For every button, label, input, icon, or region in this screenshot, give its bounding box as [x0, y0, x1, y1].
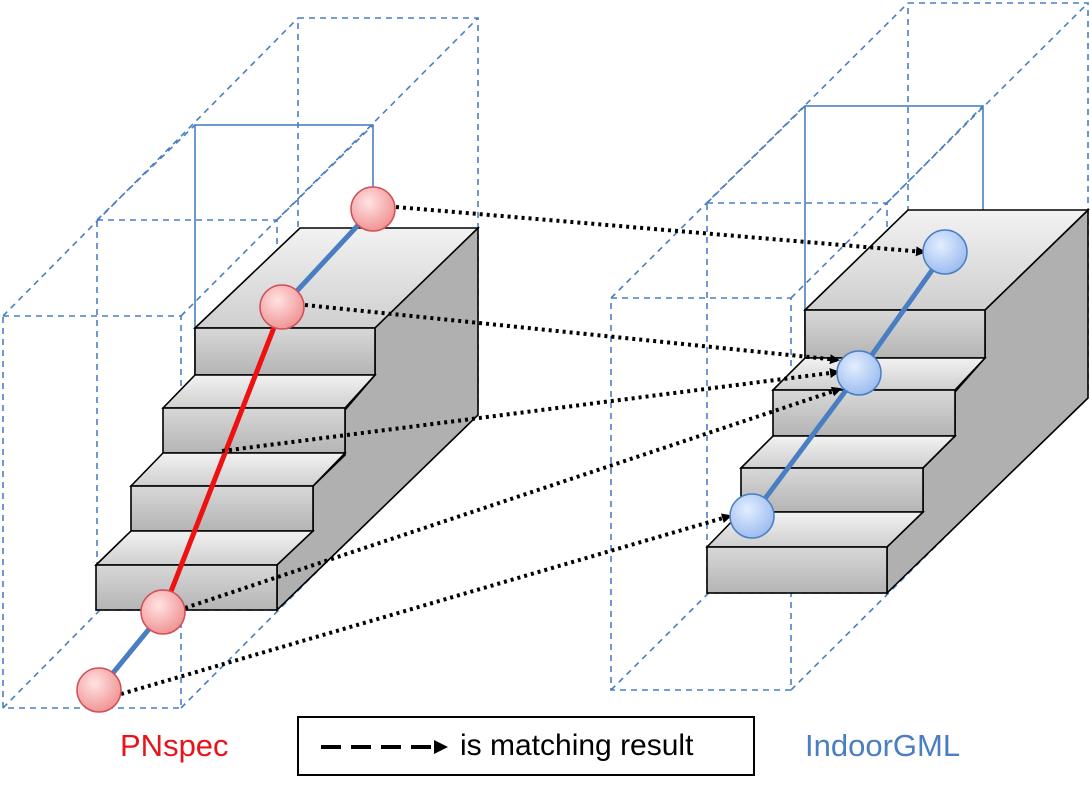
right-stair-landing-front: [804, 309, 986, 359]
legend-text: is matching result: [460, 729, 694, 762]
left-stair-step3-front: [162, 407, 346, 454]
right-stair-step1-front: [706, 546, 888, 594]
right-staircase: [705, 208, 1090, 595]
matching-arrows: [120, 205, 926, 696]
right-graph-edges: [749, 249, 948, 519]
left-graph-nodes: [76, 186, 396, 713]
matching-arrow-4: [184, 386, 842, 610]
left-stair-landing-front: [194, 327, 376, 376]
pnspec-label: PNspec: [120, 728, 229, 763]
right-edge-lower: [749, 370, 862, 519]
right-stair-step3-front: [772, 389, 956, 437]
right-node-bottom: [729, 493, 775, 539]
left-stair-step1-front: [95, 564, 278, 611]
matching-arrow-1: [395, 205, 926, 257]
left-edge-stair: [160, 304, 285, 615]
left-node-upper: [259, 284, 305, 330]
right-edge-upper: [856, 249, 948, 376]
left-stair-step2-top: [129, 452, 347, 487]
right-graph-nodes: [729, 229, 968, 539]
legend-dashed-arrow-icon: [321, 740, 448, 754]
right-node-middle: [836, 350, 882, 396]
indoorgml-label: IndoorGML: [805, 728, 961, 763]
matching-arrow-3: [221, 368, 840, 453]
left-node-top: [350, 186, 396, 232]
left-stair-step1-top: [94, 530, 316, 566]
left-stair-step2-front: [130, 485, 314, 532]
matching-arrow-2: [304, 303, 840, 365]
right-stair-step2-top: [739, 435, 957, 469]
right-node-top: [922, 229, 968, 275]
left-node-lower: [140, 589, 186, 635]
legend-box: is matching result: [297, 716, 755, 776]
matching-arrow-5: [120, 513, 732, 696]
left-node-bottom: [76, 667, 122, 713]
left-stair-step3-top: [161, 374, 377, 409]
